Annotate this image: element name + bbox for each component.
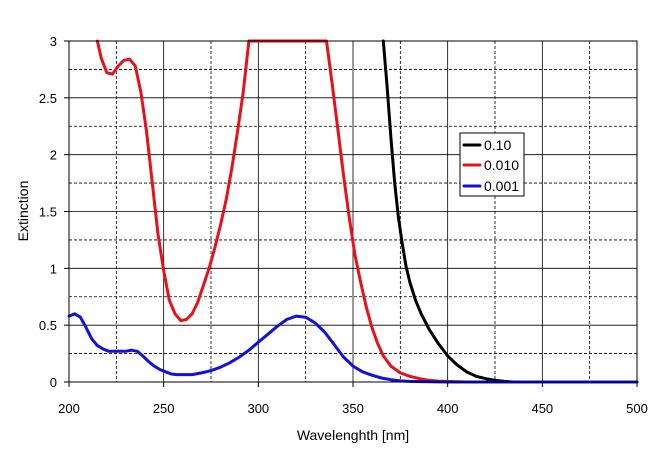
y-tick-label: 0 [50, 375, 57, 390]
x-axis-title: Wavelenghth [nm] [297, 427, 409, 443]
series-line-1 [95, 39, 469, 384]
y-tick-label: 0.5 [39, 318, 57, 333]
x-tick-label: 400 [437, 401, 459, 416]
y-tick-label: 1 [50, 261, 57, 276]
y-tick-label: 2.5 [39, 91, 57, 106]
legend: 0.10 0.010 0.001 [459, 132, 525, 197]
series-line-2 [67, 312, 639, 384]
legend-label-2: 0.001 [484, 178, 519, 194]
x-tick-label: 450 [531, 401, 553, 416]
y-tick-label: 1.5 [39, 205, 57, 220]
x-tick-label: 250 [153, 401, 175, 416]
x-tick-label: 300 [247, 401, 269, 416]
series-line-0 [381, 39, 516, 384]
legend-label-0: 0.10 [484, 137, 511, 153]
x-tick-label: 350 [342, 401, 364, 416]
tick-labels: 200 250 300 350 400 450 500 0 0.5 1 1.5 2 2.5 3 [39, 34, 648, 416]
x-tick-label: 500 [626, 401, 648, 416]
series-lines [67, 39, 639, 384]
x-tick-label: 200 [58, 401, 80, 416]
y-tick-label: 2 [50, 148, 57, 163]
y-tick-label: 3 [50, 34, 57, 49]
legend-label-1: 0.010 [484, 157, 519, 173]
y-axis-title: Extinction [15, 181, 31, 242]
